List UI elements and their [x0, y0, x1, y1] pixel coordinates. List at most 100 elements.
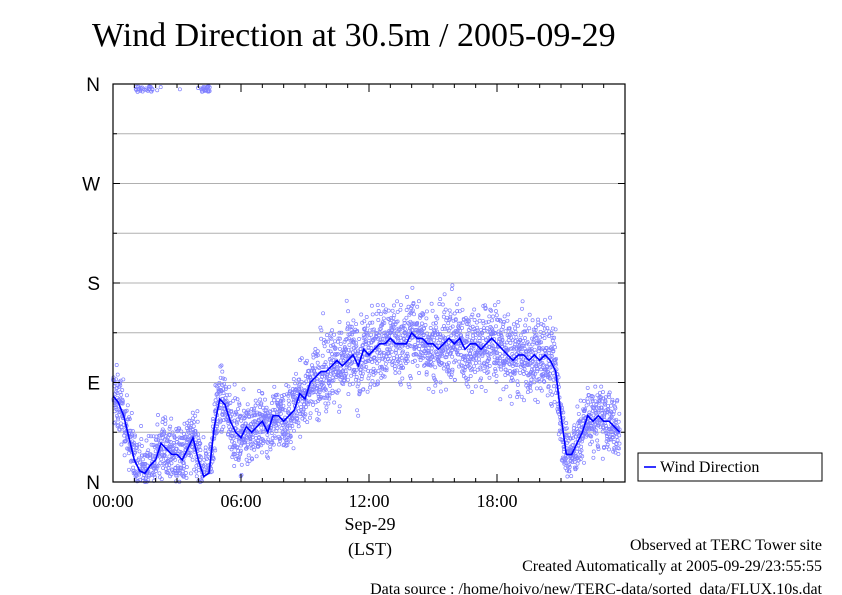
data-point [127, 416, 132, 421]
data-point [283, 431, 288, 436]
data-point [513, 326, 517, 331]
data-point [564, 433, 569, 437]
data-point [245, 445, 250, 450]
data-point [542, 326, 547, 331]
data-point [113, 405, 118, 410]
data-point [192, 467, 197, 472]
data-point [528, 361, 533, 365]
data-point [441, 366, 446, 371]
data-point [542, 379, 547, 384]
data-point [376, 318, 381, 322]
data-point [297, 377, 302, 382]
data-point [584, 403, 589, 408]
data-point [162, 461, 167, 465]
x-axis-label: (LST) [348, 539, 392, 560]
data-point [345, 327, 350, 332]
data-point [549, 331, 554, 336]
data-point [408, 374, 413, 379]
footer-created: Created Automatically at 2005-09-29/23:5… [522, 558, 822, 575]
data-point [352, 372, 357, 377]
data-point [550, 338, 555, 343]
data-point [195, 409, 200, 414]
data-point [315, 379, 320, 384]
data-point [424, 316, 429, 321]
data-point [587, 410, 592, 415]
data-point [371, 338, 376, 343]
data-point [515, 379, 520, 384]
data-point [553, 362, 558, 367]
data-point [433, 321, 438, 325]
data-point [170, 430, 175, 435]
data-point [528, 388, 533, 393]
data-point [534, 363, 539, 368]
data-point [352, 368, 357, 373]
data-point [324, 378, 329, 383]
data-point [464, 322, 469, 326]
data-point [292, 398, 296, 403]
data-point [294, 371, 298, 376]
data-point [243, 421, 248, 426]
data-point [320, 353, 325, 358]
data-point [140, 457, 145, 462]
data-point [346, 377, 350, 382]
data-point [126, 451, 131, 456]
data-point [397, 370, 402, 375]
data-point [395, 309, 400, 314]
data-point [222, 381, 227, 386]
data-point [144, 438, 149, 443]
data-point [391, 356, 396, 360]
data-point [578, 398, 583, 403]
data-point [242, 440, 247, 445]
data-point [383, 361, 388, 366]
data-point [177, 426, 182, 431]
data-point [295, 416, 300, 421]
data-point [507, 326, 512, 331]
data-point [432, 353, 437, 358]
data-point [159, 477, 164, 482]
data-point [264, 419, 269, 424]
data-point [438, 332, 442, 337]
data-point [494, 309, 498, 314]
data-point [190, 445, 195, 450]
data-point [375, 331, 380, 336]
data-point [359, 376, 364, 381]
data-point [585, 396, 590, 401]
data-point [617, 446, 621, 451]
data-point [606, 392, 611, 397]
data-point [556, 432, 561, 437]
data-point [478, 342, 483, 347]
data-point [313, 347, 318, 351]
data-point [364, 359, 369, 364]
data-point [323, 386, 327, 391]
data-point [354, 322, 359, 327]
data-point [487, 357, 492, 362]
data-point [591, 455, 596, 460]
data-point [286, 393, 291, 398]
data-point [305, 358, 309, 363]
data-point [361, 387, 365, 392]
data-point [194, 463, 199, 468]
data-point [601, 390, 605, 395]
data-point [212, 402, 217, 407]
data-point [194, 474, 199, 479]
data-point [603, 399, 608, 404]
data-point [419, 351, 424, 356]
data-point [279, 426, 284, 431]
data-point [263, 397, 267, 402]
data-point [159, 457, 164, 462]
data-point [169, 461, 174, 466]
data-point [505, 318, 510, 323]
data-point [616, 419, 621, 424]
data-point [322, 395, 327, 400]
data-point [533, 371, 538, 376]
data-point [449, 350, 453, 355]
data-point [196, 436, 201, 441]
data-point [275, 392, 280, 397]
data-point [245, 402, 250, 407]
data-point [433, 377, 438, 382]
data-point [607, 394, 612, 399]
data-point [207, 85, 212, 90]
x-tick-label: 12:00 [348, 491, 389, 511]
data-point [231, 398, 236, 403]
data-point [261, 439, 266, 443]
